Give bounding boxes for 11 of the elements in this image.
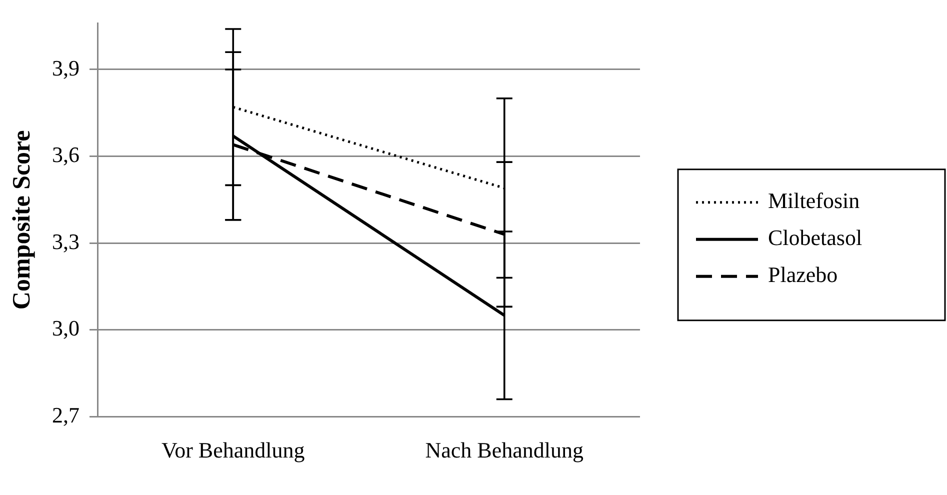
y-tick-label: 3,6: [52, 142, 80, 168]
legend-label: Clobetasol: [768, 225, 862, 250]
y-axis-title: Composite Score: [8, 130, 36, 310]
x-tick-label: Vor Behandlung: [162, 438, 305, 463]
x-tick-label: Nach Behandlung: [425, 438, 584, 463]
y-tick-label: 3,0: [52, 316, 80, 341]
y-tick-label: 3,3: [52, 228, 80, 254]
legend-label: Miltefosin: [768, 188, 860, 214]
y-tick-label: 2,7: [52, 402, 80, 428]
y-tick-label: 3,9: [52, 55, 80, 80]
legend-label: Plazebo: [768, 262, 838, 288]
